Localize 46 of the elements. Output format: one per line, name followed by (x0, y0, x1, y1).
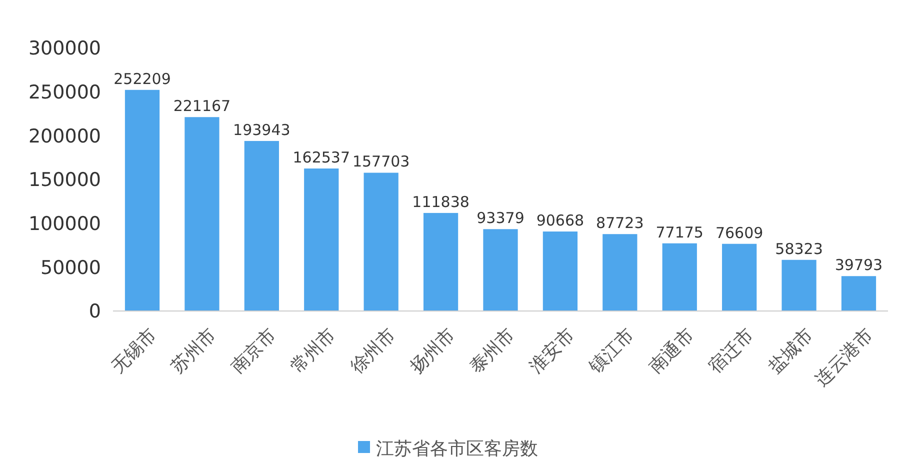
data-label: 58323 (775, 240, 823, 258)
bar (483, 229, 518, 311)
bar (542, 232, 578, 311)
x-tick-label: 连云港市 (811, 324, 878, 390)
data-label: 90668 (536, 212, 584, 230)
x-tick-label: 泰州市 (466, 324, 519, 378)
bar (124, 90, 160, 311)
x-tick-label: 南京市 (227, 324, 280, 378)
data-label: 221167 (173, 97, 231, 116)
x-tick-label: 徐州市 (346, 324, 400, 378)
bar (722, 244, 757, 311)
y-tick-label: 100000 (28, 212, 101, 235)
x-tick-label: 苏州市 (167, 324, 220, 378)
y-tick-label: 300000 (28, 38, 101, 60)
x-tick-label: 扬州市 (406, 324, 460, 378)
legend-label: 江苏省各市区客房数 (376, 438, 538, 460)
y-tick-label: 200000 (28, 125, 101, 148)
y-tick-label: 0 (88, 300, 101, 323)
y-tick-label: 250000 (28, 81, 101, 104)
x-tick-label: 常州市 (286, 324, 340, 378)
bar (841, 276, 876, 311)
data-label: 252209 (114, 70, 171, 88)
y-tick-label: 150000 (28, 169, 101, 192)
bar (423, 212, 458, 311)
x-tick-label: 无锡市 (108, 324, 161, 378)
bar (244, 140, 279, 311)
bar (782, 260, 816, 311)
x-tick-label: 宿迁市 (704, 324, 758, 378)
data-label: 93379 (476, 209, 524, 228)
x-tick-label: 南通市 (645, 324, 698, 378)
bar (364, 172, 398, 311)
data-label: 77175 (656, 223, 704, 242)
data-label: 193943 (233, 120, 290, 139)
bar (602, 234, 638, 311)
data-label: 157703 (352, 152, 410, 171)
bar (184, 117, 220, 311)
data-label: 111838 (412, 192, 470, 211)
data-label: 76609 (715, 224, 764, 242)
data-label: 39793 (834, 256, 883, 274)
y-tick-label: 50000 (40, 256, 101, 279)
bar (304, 168, 339, 311)
x-tick-label: 镇江市 (584, 324, 638, 378)
data-label: 162537 (292, 148, 350, 167)
data-label: 87723 (596, 214, 644, 232)
bar (662, 243, 697, 311)
x-tick-label: 淮安市 (526, 324, 579, 378)
